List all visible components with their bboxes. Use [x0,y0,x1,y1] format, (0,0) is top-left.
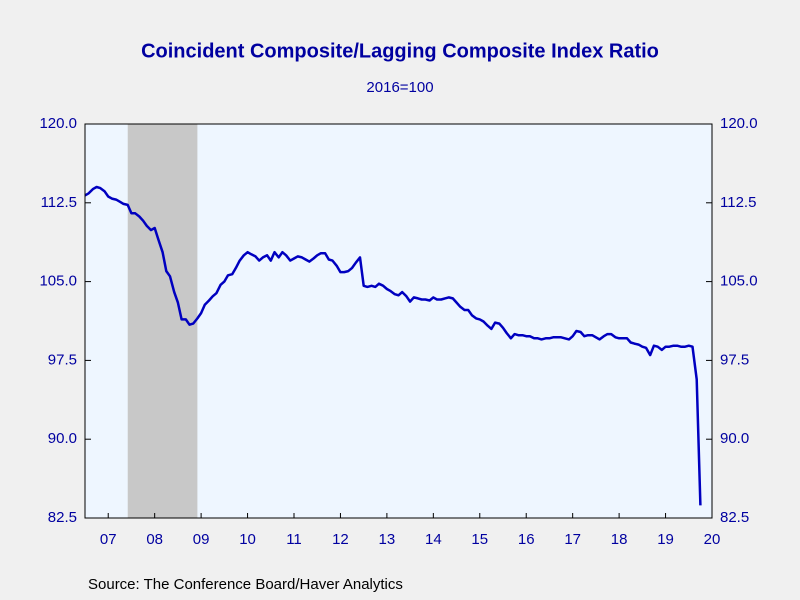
y-tick-label: 105.0 [39,273,77,290]
x-tick-label: 09 [193,531,210,548]
x-tick-label: 10 [239,531,256,548]
y2-tick-label: 90.0 [720,430,749,447]
y-tick-label: 97.5 [48,351,77,368]
x-tick-label: 15 [471,531,488,548]
y-tick-label: 120.0 [39,115,77,132]
chart-subtitle: 2016=100 [366,79,433,96]
y2-tick-label: 112.5 [720,194,756,211]
y2-tick-label: 120.0 [720,115,758,132]
y2-tick-label: 105.0 [720,273,758,290]
plot-frame [84,123,713,519]
x-tick-label: 08 [146,531,163,548]
x-tick-label: 07 [100,531,117,548]
x-tick-label: 17 [564,531,581,548]
chart-title: Coincident Composite/Lagging Composite I… [141,40,659,62]
x-tick-label: 12 [332,531,349,548]
x-tick-label: 18 [611,531,628,548]
y-tick-label: 112.5 [41,194,77,211]
y-tick-label: 82.5 [48,509,77,526]
x-tick-label: 11 [286,531,302,548]
y2-tick-label: 97.5 [720,351,749,368]
y2-tick-label: 82.5 [720,509,749,526]
x-tick-label: 20 [704,531,721,548]
data-line [84,185,702,506]
y-tick-label: 90.0 [48,430,77,447]
x-tick-label: 13 [379,531,396,548]
x-tick-label: 14 [425,531,442,548]
x-tick-label: 19 [657,531,674,548]
x-tick-label: 16 [518,531,535,548]
source: Source: The Conference Board/Haver Analy… [88,576,403,593]
